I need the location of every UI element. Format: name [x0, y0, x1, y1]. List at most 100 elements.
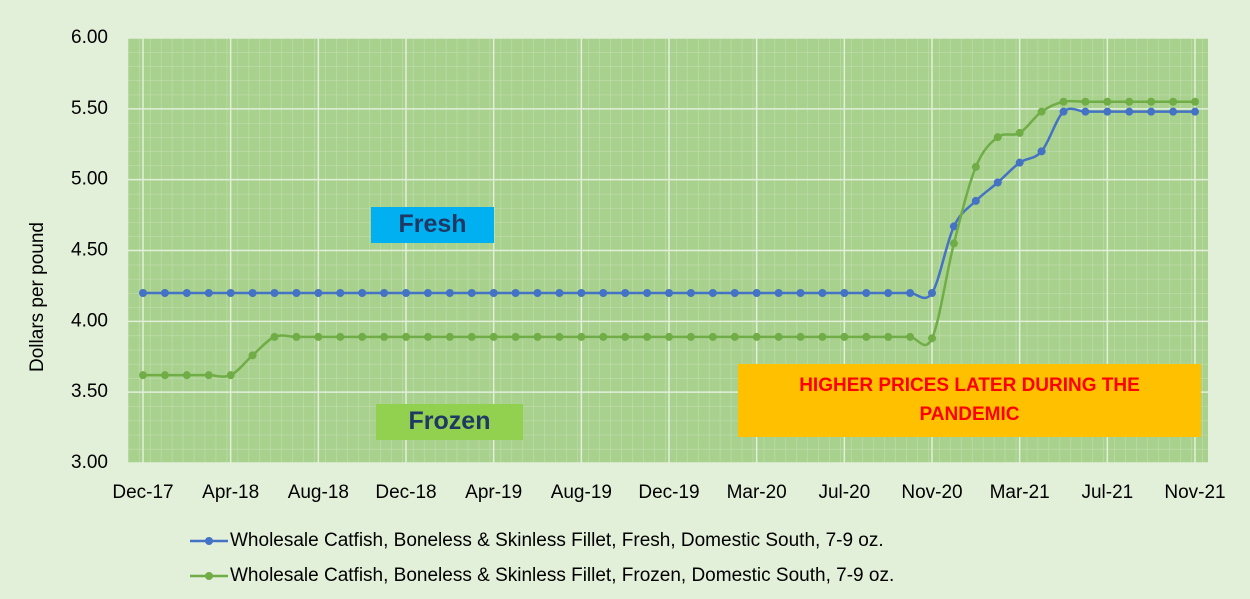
data-point: [1015, 158, 1024, 167]
data-point: [336, 332, 345, 341]
data-point: [1081, 107, 1090, 116]
data-point: [226, 371, 235, 380]
data-point: [577, 289, 586, 297]
x-tick-label: Apr-18: [202, 482, 259, 503]
data-point: [314, 332, 323, 341]
data-point: [467, 289, 476, 297]
data-point: [423, 332, 432, 341]
data-point: [445, 289, 454, 297]
data-point: [621, 332, 630, 341]
data-point: [599, 289, 608, 297]
data-point: [906, 332, 915, 341]
data-point: [1081, 97, 1090, 106]
data-point: [1191, 107, 1199, 116]
data-point: [840, 332, 849, 341]
data-point: [467, 332, 476, 341]
data-point: [928, 334, 936, 343]
data-point: [402, 289, 410, 297]
data-point: [796, 289, 805, 297]
annotation: HIGHER PRICES LATER DURING THE PANDEMIC: [738, 364, 1201, 437]
data-point: [708, 332, 717, 341]
data-point: [292, 332, 301, 341]
data-point: [884, 289, 893, 297]
data-point: [204, 289, 213, 297]
data-point: [314, 289, 323, 297]
data-point: [752, 289, 761, 297]
y-tick-label: 4.50: [71, 240, 108, 261]
data-point: [686, 332, 695, 341]
data-point: [665, 289, 673, 297]
annotation: Frozen: [376, 404, 523, 440]
data-point: [971, 162, 980, 171]
data-point: [993, 133, 1002, 142]
data-point: [665, 332, 673, 341]
x-tick-label: Jul-20: [818, 482, 870, 503]
data-point: [445, 332, 454, 341]
data-point: [643, 289, 652, 297]
data-point: [774, 332, 783, 341]
data-point: [971, 196, 980, 205]
data-point: [730, 332, 739, 341]
data-point: [358, 289, 367, 297]
data-point: [949, 239, 958, 248]
data-point: [160, 371, 169, 380]
legend-marker: [205, 537, 213, 545]
data-point: [336, 289, 345, 297]
data-point: [1037, 147, 1046, 156]
data-point: [862, 289, 871, 297]
data-point: [423, 289, 432, 297]
data-point: [796, 332, 805, 341]
data-point: [489, 289, 498, 297]
data-point: [621, 289, 630, 297]
data-point: [533, 289, 542, 297]
data-point: [1103, 97, 1112, 106]
data-point: [577, 332, 586, 341]
data-point: [248, 289, 257, 297]
data-point: [511, 289, 520, 297]
data-point: [1037, 107, 1046, 116]
x-tick-label: Aug-18: [288, 482, 349, 503]
data-point: [489, 332, 498, 341]
legend-label: Wholesale Catfish, Boneless & Skinless F…: [230, 565, 894, 586]
data-point: [1147, 97, 1156, 106]
data-point: [884, 332, 893, 341]
data-point: [599, 332, 608, 341]
data-point: [160, 289, 169, 297]
annotation: Fresh: [371, 207, 494, 243]
legend-marker: [205, 572, 213, 580]
data-point: [270, 289, 279, 297]
data-point: [730, 289, 739, 297]
data-point: [380, 289, 389, 297]
data-point: [533, 332, 542, 341]
data-point: [643, 332, 652, 341]
legend-item: Wholesale Catfish, Boneless & Skinless F…: [190, 530, 884, 551]
data-point: [840, 289, 849, 297]
data-point: [993, 178, 1002, 187]
data-point: [358, 332, 367, 341]
y-tick-label: 5.50: [71, 98, 108, 119]
data-point: [862, 332, 871, 341]
x-tick-label: Jul-21: [1081, 482, 1133, 503]
data-point: [686, 289, 695, 297]
x-tick-label: Apr-19: [465, 482, 522, 503]
x-tick-label: Nov-20: [901, 482, 962, 503]
y-tick-label: 6.00: [71, 27, 108, 48]
x-tick-label: Dec-18: [375, 482, 436, 503]
data-point: [182, 371, 191, 380]
data-point: [1125, 97, 1134, 106]
legend-item: Wholesale Catfish, Boneless & Skinless F…: [190, 565, 894, 586]
data-point: [139, 289, 147, 297]
x-tick-label: Mar-21: [990, 482, 1050, 503]
x-tick-label: Aug-19: [551, 482, 612, 503]
data-point: [1103, 107, 1112, 116]
data-point: [248, 351, 257, 360]
data-point: [1191, 97, 1199, 106]
data-point: [182, 289, 191, 297]
data-point: [1169, 97, 1178, 106]
y-axis-label: Dollars per pound: [27, 222, 48, 372]
data-point: [818, 289, 827, 297]
data-point: [1059, 97, 1068, 106]
y-tick-label: 3.00: [71, 452, 108, 473]
data-point: [1015, 128, 1024, 137]
